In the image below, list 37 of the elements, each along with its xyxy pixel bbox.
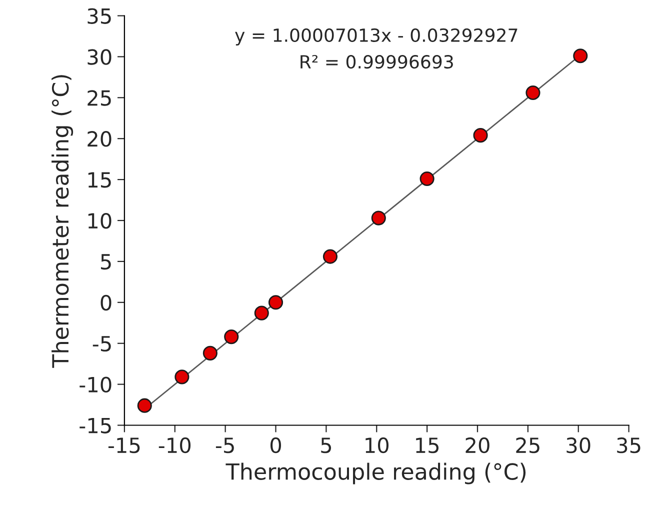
- y-tick-label: -15: [80, 418, 111, 434]
- x-axis-title: Thermocouple reading (°C): [226, 462, 526, 484]
- point: [224, 330, 239, 344]
- point: [268, 295, 284, 310]
- point: [420, 171, 434, 186]
- point: [526, 85, 540, 100]
- x-tick-label: 25: [516, 437, 540, 454]
- y-tick-label: -5: [92, 336, 111, 352]
- x-tick-label: 5: [321, 438, 331, 454]
- x-tick-label: 0: [270, 437, 281, 454]
- point: [573, 48, 588, 64]
- y-tick-label: 5: [100, 254, 111, 270]
- point: [254, 306, 269, 320]
- y-tick-label: 25: [88, 90, 111, 106]
- point: [371, 210, 386, 226]
- x-tick-label: -10: [158, 437, 191, 454]
- y-tick-label: 15: [88, 172, 111, 188]
- y-tick-label: 0: [100, 294, 112, 311]
- x-tick-label: 20: [466, 437, 490, 454]
- point: [174, 370, 190, 384]
- x-tick-label: -5: [216, 438, 234, 454]
- y-axis-title: Thermometer reading (°C): [52, 75, 74, 368]
- y-tick-label: 35: [88, 8, 111, 24]
- x-tick-label: 10: [366, 437, 388, 454]
- annotation: y = 1.00007013x - 0.03292927: [235, 28, 518, 46]
- annotation: R² = 0.99996693: [300, 54, 453, 69]
- y-tick-label: -10: [80, 376, 112, 393]
- point: [473, 128, 488, 143]
- point: [202, 346, 218, 360]
- y-tick-label: 10: [88, 212, 112, 229]
- point: [137, 398, 152, 413]
- y-tick-label: 30: [88, 49, 112, 65]
- x-tick-label: 15: [416, 438, 438, 454]
- y-tick-label: 20: [88, 131, 112, 147]
- point: [322, 249, 338, 264]
- x-tick-label: 35: [617, 437, 640, 454]
- x-tick-label: 30: [566, 437, 590, 454]
